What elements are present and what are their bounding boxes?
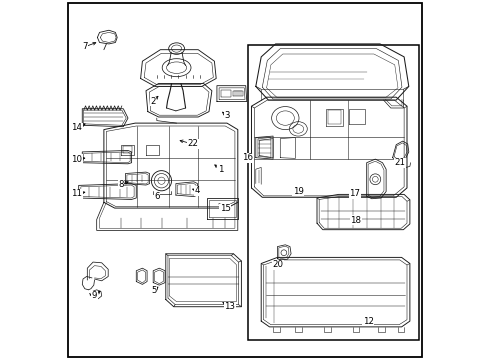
Text: 4: 4 [195, 186, 200, 195]
Text: 9: 9 [92, 292, 97, 300]
Text: 6: 6 [154, 192, 160, 201]
Text: 11: 11 [72, 189, 82, 198]
Text: 13: 13 [224, 302, 235, 311]
Text: 7: 7 [82, 42, 88, 51]
Text: 12: 12 [363, 317, 373, 325]
Text: 22: 22 [187, 139, 198, 148]
Text: 20: 20 [272, 260, 284, 269]
Text: 8: 8 [118, 180, 123, 189]
Text: 21: 21 [394, 158, 405, 167]
Text: 5: 5 [151, 287, 157, 295]
Text: 3: 3 [224, 111, 230, 120]
Text: 18: 18 [350, 216, 362, 225]
Text: 15: 15 [220, 204, 231, 213]
Bar [248, 45, 419, 340]
Text: 14: 14 [72, 123, 82, 132]
Text: 16: 16 [243, 153, 253, 162]
Text: 19: 19 [293, 187, 304, 196]
Text: 10: 10 [72, 154, 82, 163]
Text: 2: 2 [150, 97, 156, 106]
Text: 1: 1 [218, 165, 223, 174]
Text: 17: 17 [349, 189, 360, 198]
